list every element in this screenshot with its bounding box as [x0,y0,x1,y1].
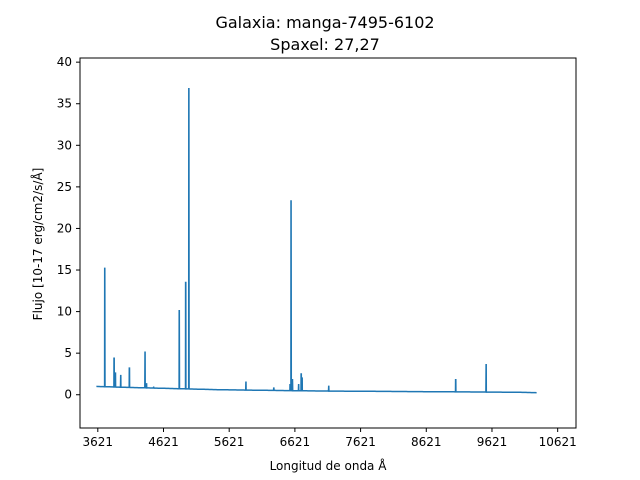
chart-title: Galaxia: manga-7495-6102 [215,13,434,32]
plot-area [79,57,577,429]
y-axis-ticks: 0 5 10 15 20 25 30 35 40 [57,55,80,402]
y-tick-label: 20 [57,221,72,235]
x-tick-label: 9621 [477,435,508,449]
spectrum-line [96,88,537,394]
x-axis-ticks: 3621 4621 5621 6621 7621 8621 9621 10621 [83,428,577,449]
y-tick-label: 40 [57,55,72,69]
x-tick-label: 8621 [411,435,442,449]
y-tick-label: 0 [64,388,72,402]
x-tick-label: 4621 [148,435,179,449]
y-tick-label: 10 [57,305,72,319]
y-tick-label: 25 [57,180,72,194]
x-tick-label: 7621 [345,435,376,449]
x-tick-label: 10621 [539,435,577,449]
x-axis-label: Longitud de onda Å [270,458,388,473]
y-axis-label: Flujo [10-17 erg/cm2/s/Å] [30,168,45,321]
x-tick-label: 3621 [83,435,114,449]
x-tick-label: 6621 [280,435,311,449]
chart-subtitle: Spaxel: 27,27 [270,35,380,54]
y-tick-label: 30 [57,138,72,152]
y-tick-label: 35 [57,97,72,111]
y-tick-label: 5 [64,346,72,360]
y-tick-label: 15 [57,263,72,277]
x-tick-label: 5621 [214,435,245,449]
plot-frame [79,57,577,429]
